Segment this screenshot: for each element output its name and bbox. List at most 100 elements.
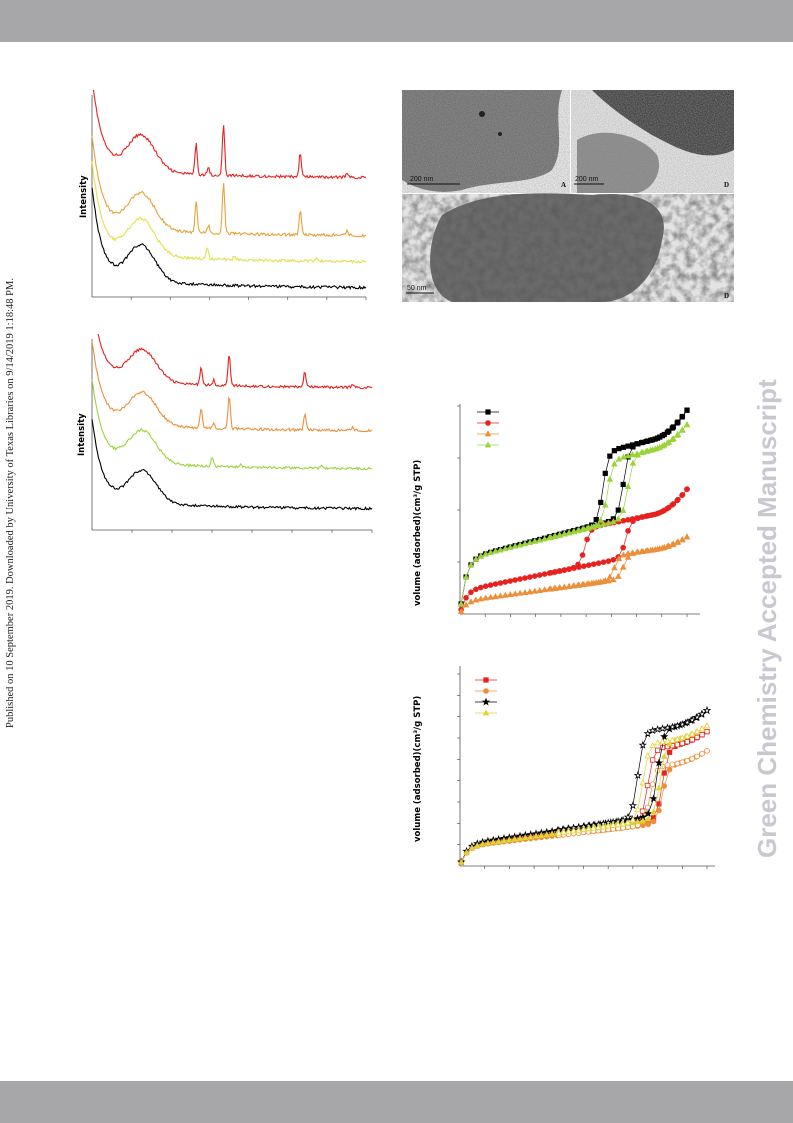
isotherm-point (485, 409, 491, 415)
isotherm-point (625, 443, 631, 449)
isotherm-point (639, 817, 647, 824)
isotherm-point (674, 742, 680, 748)
isotherm-branch (558, 710, 708, 831)
isotherm-point (624, 482, 632, 489)
isotherm-point (699, 732, 705, 738)
isotherm-point (703, 722, 711, 729)
isotherm-point (463, 848, 470, 855)
isotherm-point (590, 824, 597, 831)
isotherm-point (584, 536, 590, 543)
isotherm-point (694, 734, 700, 740)
tem-d-scale: 50 nm (407, 285, 427, 292)
isotherm-point (651, 445, 659, 452)
isotherm-point (502, 579, 509, 585)
isotherm-point (574, 581, 582, 588)
isotherm-point (517, 576, 523, 582)
isotherm-point (565, 582, 573, 589)
isotherm-point (483, 677, 489, 683)
isotherm-point (585, 825, 592, 832)
isotherm-point (683, 717, 692, 726)
isotherm-point (633, 450, 641, 457)
isotherm-point (477, 552, 485, 559)
isotherm-point (645, 782, 651, 789)
isotherm-point (645, 821, 652, 828)
xrd-pattern-series (91, 341, 373, 433)
isotherm-point (625, 528, 631, 534)
isotherm-point (652, 511, 659, 518)
isotherm-point (661, 441, 668, 448)
isotherm-point (467, 598, 475, 605)
isotherm-point (697, 709, 707, 718)
isotherm-point (653, 725, 662, 733)
isotherm-point (704, 729, 710, 735)
isotherm-point (502, 591, 509, 598)
isotherm-point (673, 721, 682, 730)
isotherm-point (633, 548, 641, 555)
isotherm-point (679, 740, 685, 746)
isotherm-point (675, 419, 681, 425)
isotherm-point (610, 576, 617, 583)
isotherm-point (654, 758, 664, 767)
isotherm-point (628, 801, 638, 810)
isotherm-point (679, 759, 686, 766)
isotherm-point (588, 523, 595, 530)
xrd-1-curves (91, 90, 367, 291)
isotherm-point (607, 453, 613, 459)
isotherm-chart-1: volume (adsorbed)(cm³/g STP) (413, 404, 700, 617)
isotherm-point (656, 509, 663, 516)
xrd-pattern-series (93, 90, 367, 180)
isotherm-point (502, 545, 509, 552)
isotherm-point (507, 578, 514, 584)
isotherm-point (649, 781, 656, 787)
isotherm-point (565, 529, 573, 536)
isotherm-point (643, 729, 652, 738)
isotherm-point (620, 444, 627, 450)
isotherm-point (605, 558, 612, 564)
isotherm-point (655, 784, 663, 791)
isotherm-point (592, 579, 600, 586)
isotherm-point (657, 434, 663, 440)
isotherm-point (531, 537, 539, 544)
isotherm-point (605, 519, 612, 526)
isotherm-point (506, 543, 514, 550)
isotherm-point (492, 593, 499, 600)
isotherm-point (497, 592, 504, 599)
isotherm-point (614, 572, 622, 579)
isotherm-point (629, 451, 636, 458)
isotherm-point (560, 828, 568, 835)
xrd-2-x-ticks (131, 530, 373, 533)
isotherm-point (552, 532, 559, 539)
isotherm-point (482, 594, 489, 601)
isotherm-point (670, 435, 677, 442)
isotherm-point (634, 441, 640, 447)
isotherm-point (669, 761, 676, 768)
isotherm-point (620, 481, 626, 488)
isotherm-point (683, 732, 691, 739)
iso-2-ticks (457, 673, 708, 869)
isotherm-point (597, 516, 605, 523)
xrd-pattern-series (91, 379, 373, 471)
isotherm-point (667, 749, 673, 755)
isotherm-point (615, 455, 623, 462)
isotherm-point (684, 739, 690, 745)
isotherm-point (610, 557, 617, 563)
isotherm-point (552, 569, 559, 575)
isotherm-point (666, 766, 673, 773)
isotherm-point (647, 546, 654, 553)
isotherm-point (457, 858, 465, 865)
isotherm-point (561, 530, 568, 537)
isotherm-point (648, 726, 657, 735)
isotherm-point (620, 453, 627, 460)
xrd-1-y-label: Intensity (79, 175, 89, 218)
isotherm-point (484, 430, 492, 437)
isotherm-point (650, 818, 657, 825)
isotherm-point (543, 831, 550, 838)
isotherm-point (570, 528, 577, 535)
isotherm-point (581, 563, 587, 569)
isotherm-point (642, 447, 650, 454)
isotherm-point (590, 561, 597, 567)
isotherm-point (536, 536, 543, 543)
isotherm-point (670, 501, 677, 507)
isotherm-point (527, 574, 533, 580)
isotherm-point (649, 742, 656, 749)
